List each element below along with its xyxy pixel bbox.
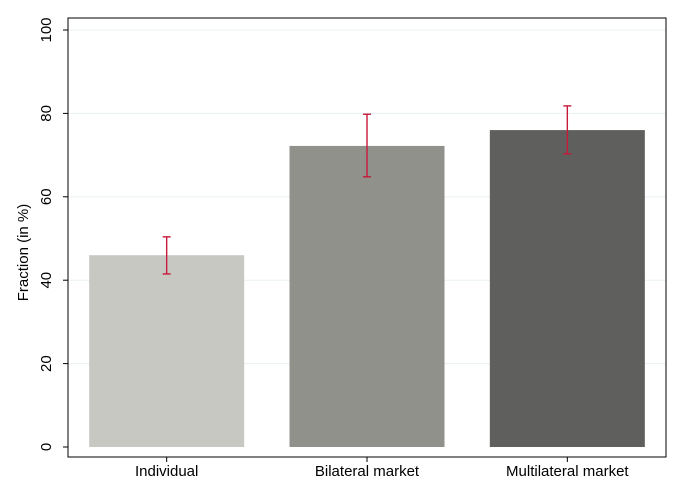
bar-bilateral-market: [289, 145, 445, 447]
y-tick-label: 20: [38, 355, 55, 372]
y-tick-label: 40: [38, 272, 55, 289]
bar-individual: [89, 255, 245, 447]
x-tick-label: Individual: [135, 463, 198, 480]
y-axis: 0 20 40 60 80 100: [38, 17, 68, 451]
y-tick-label: 80: [38, 105, 55, 122]
y-tick-label: 0: [38, 443, 55, 451]
bars: [89, 130, 645, 447]
error-bars: [162, 105, 572, 275]
y-axis-title: Fraction (in %): [15, 204, 32, 302]
bar-multilateral-market: [489, 130, 645, 447]
y-tick-label: 60: [38, 188, 55, 205]
error-bar: [162, 236, 171, 275]
error-bar: [363, 113, 371, 178]
x-tick-label: Bilateral market: [315, 463, 420, 480]
y-tick-label: 100: [38, 17, 55, 42]
x-axis: Individual Bilateral market Multilateral m…: [135, 457, 629, 480]
x-tick-label: Multilateral market: [506, 463, 629, 480]
error-bar: [563, 105, 572, 155]
